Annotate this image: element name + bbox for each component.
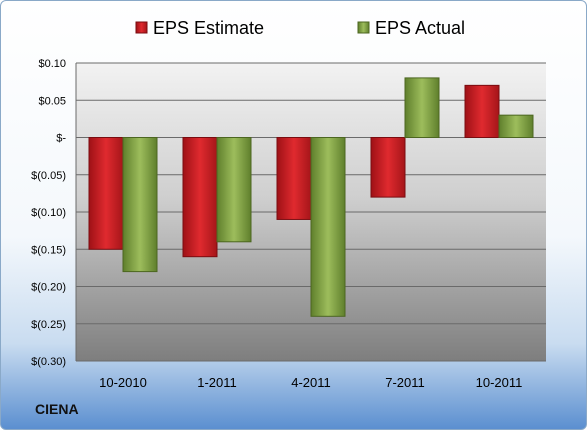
x-axis-labels: 10-2010 1-2011 4-2011 7-2011 10-2011 — [99, 375, 522, 390]
bar-eps-estimate — [464, 84, 500, 138]
legend-swatch — [357, 21, 370, 34]
legend-swatch — [135, 21, 148, 34]
x-tick-label: 10-2011 — [476, 375, 523, 390]
x-tick-label: 7-2011 — [385, 375, 425, 390]
legend: EPS Estimate EPS Actual — [135, 18, 465, 38]
y-tick-label: $(0.05) — [31, 170, 66, 182]
company-name: CIENA — [35, 401, 79, 417]
y-tick-label: $(0.15) — [31, 244, 66, 256]
y-tick-label: $(0.25) — [31, 319, 66, 331]
legend-label: EPS Estimate — [153, 18, 264, 38]
bar-eps-estimate — [370, 137, 406, 198]
bar-eps-actual — [122, 137, 158, 273]
y-axis-ticks: $0.10 $0.05 $- $(0.05) $(0.10) $(0.15) $(0.20)… — [31, 58, 66, 368]
y-tick-label: $(0.20) — [31, 282, 66, 294]
x-tick-label: 1-2011 — [197, 375, 237, 390]
y-tick-label: $0.10 — [38, 58, 66, 70]
y-tick-label: $- — [56, 133, 66, 145]
bar-eps-actual — [216, 137, 252, 243]
bars — [88, 77, 534, 317]
x-tick-label: 4-2011 — [291, 375, 331, 390]
x-tick-label: 10-2010 — [99, 375, 147, 390]
y-tick-label: $(0.10) — [31, 207, 66, 219]
y-tick-label: $0.05 — [38, 95, 66, 107]
y-tick-label: $(0.30) — [31, 356, 66, 368]
bar-eps-actual — [498, 114, 534, 139]
bar-eps-estimate — [88, 137, 124, 250]
legend-label: EPS Actual — [375, 18, 465, 38]
bar-eps-estimate — [276, 137, 312, 220]
bar-eps-actual — [404, 77, 440, 138]
bar-eps-actual — [310, 137, 346, 317]
bar-eps-estimate — [182, 137, 218, 258]
